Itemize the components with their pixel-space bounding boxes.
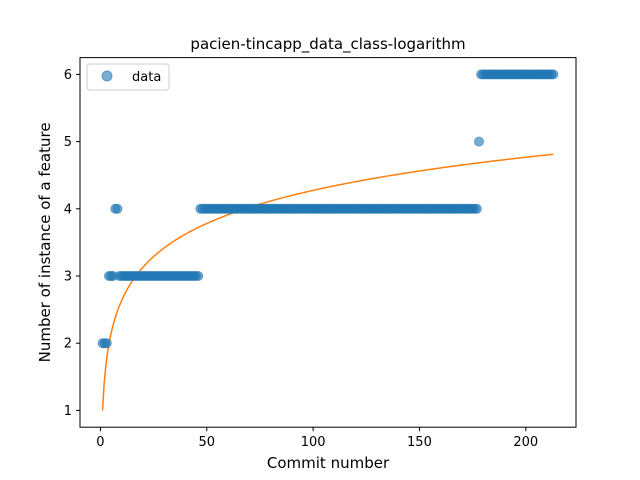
y-tick-label: 3 — [64, 270, 72, 285]
fit-curve — [101, 153, 554, 411]
chart-title: pacien-tincapp_data_class-logarithm — [190, 35, 465, 54]
y-axis: 1 2 3 4 5 6 — [64, 68, 80, 419]
x-tick-label: 200 — [513, 435, 538, 450]
data-point — [112, 203, 123, 214]
legend-box — [86, 63, 170, 91]
legend-marker-data — [101, 70, 113, 82]
y-tick-label: 2 — [64, 337, 72, 352]
legend-label-data: data — [132, 70, 161, 85]
y-tick-label: 4 — [64, 202, 72, 217]
data-point — [474, 136, 485, 147]
x-axis: 0 50 100 150 200 — [96, 427, 538, 450]
y-tick-label: 1 — [64, 404, 72, 419]
fit-curve-group — [101, 153, 554, 411]
plot-area — [97, 69, 559, 411]
data-points-group — [97, 69, 559, 349]
legend: data — [86, 63, 170, 91]
x-tick-label: 150 — [407, 435, 432, 450]
x-axis-label: Commit number — [267, 454, 390, 472]
axes-frame — [79, 57, 577, 428]
y-axis-label: Number of instance of a feature — [36, 122, 54, 362]
y-tick-label: 6 — [64, 68, 72, 83]
data-point — [193, 271, 204, 281]
x-tick-label: 100 — [301, 435, 326, 450]
data-point — [548, 69, 559, 80]
y-tick-label: 5 — [64, 135, 72, 150]
data-point — [101, 338, 112, 349]
x-tick-label: 0 — [96, 435, 104, 450]
x-tick-label: 50 — [198, 435, 215, 450]
data-point — [471, 203, 482, 214]
